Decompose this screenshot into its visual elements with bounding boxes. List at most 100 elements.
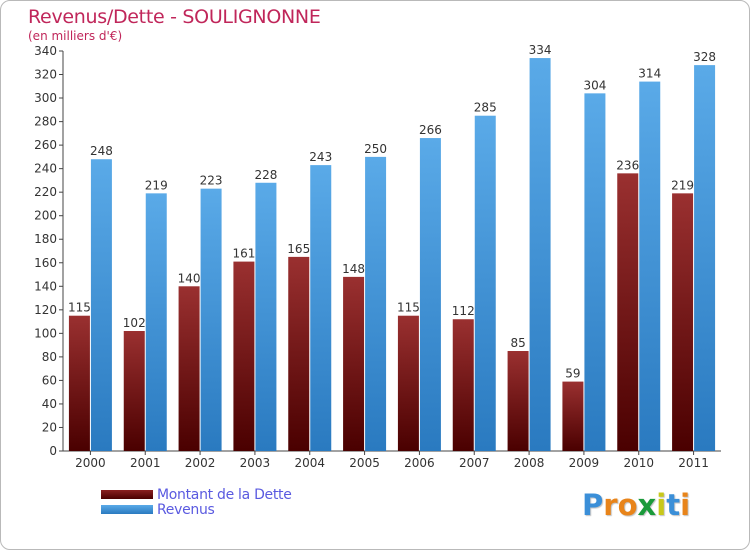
bar-revenus-label: 314 — [638, 67, 661, 81]
bar-dette — [233, 261, 255, 451]
proxiti-logo: Proxiti — [582, 488, 690, 522]
bar-revenus — [419, 138, 441, 451]
legend-swatch-debt — [101, 490, 153, 499]
y-tick-label: 280 — [34, 115, 57, 129]
bar-dette — [452, 319, 474, 451]
bar-dette — [343, 276, 365, 451]
legend-swatch-revenus — [101, 505, 153, 514]
y-tick-label: 160 — [34, 256, 57, 270]
bar-dette-label: 219 — [671, 178, 694, 192]
y-tick-label: 220 — [34, 185, 57, 199]
bar-dette — [123, 331, 145, 451]
bar-dette — [288, 256, 310, 451]
bar-revenus-label: 334 — [529, 43, 552, 57]
y-tick-label: 20 — [42, 420, 57, 434]
bar-revenus — [200, 188, 222, 451]
logo-letter: x — [637, 488, 657, 522]
bar-revenus — [310, 165, 332, 451]
y-tick-label: 340 — [34, 44, 57, 58]
bar-dette-label: 115 — [397, 301, 420, 315]
y-tick-label: 120 — [34, 303, 57, 317]
bar-revenus-label: 219 — [145, 178, 168, 192]
bar-dette — [68, 315, 90, 451]
bar-revenus — [365, 156, 387, 451]
chart-title: Revenus/Dette - SOULIGNONNE — [28, 6, 321, 28]
chart-subtitle: (en milliers d'€) — [28, 29, 123, 43]
x-tick-label: 2001 — [130, 456, 161, 470]
bar-revenus — [529, 58, 551, 451]
x-tick-label: 2005 — [349, 456, 380, 470]
x-tick-label: 2008 — [514, 456, 545, 470]
bars — [68, 58, 716, 452]
logo-letter: t — [666, 488, 681, 522]
bar-dette — [617, 173, 639, 451]
logo-letter: i — [680, 488, 691, 522]
bar-dette-label: 85 — [510, 336, 525, 350]
legend-label-debt: Montant de la Dette — [157, 486, 292, 503]
axes: 0 20 40 60 80 100 120 140 160 180 200 220 240 260 280 3… — [34, 44, 721, 470]
bar-dette — [507, 351, 529, 451]
bar-revenus-label: 250 — [364, 142, 387, 156]
bar-dette-label: 140 — [178, 271, 201, 285]
x-tick-label: 2010 — [623, 456, 654, 470]
logo-letter: r — [603, 488, 618, 522]
bar-revenus — [145, 193, 167, 451]
bar-revenus-label: 248 — [90, 144, 113, 158]
x-tick-label: 2007 — [459, 456, 490, 470]
x-tick-label: 2003 — [240, 456, 271, 470]
y-tick-label: 240 — [34, 162, 57, 176]
bar-revenus-label: 228 — [254, 168, 277, 182]
x-tick-label: 2004 — [294, 456, 325, 470]
legend: Montant de la Dette Revenus — [101, 486, 292, 518]
y-tick-label: 0 — [49, 444, 57, 458]
y-tick-label: 260 — [34, 138, 57, 152]
x-tick-label: 2006 — [404, 456, 435, 470]
x-tick-label: 2000 — [75, 456, 106, 470]
bar-dette-label: 115 — [68, 301, 91, 315]
bar-revenus-label: 223 — [200, 174, 223, 188]
logo-letter: o — [617, 488, 638, 522]
bar-dette-label: 59 — [565, 367, 580, 381]
bar-dette — [672, 193, 694, 451]
bar-revenus-label: 328 — [693, 50, 716, 64]
x-tick-label: 2002 — [185, 456, 216, 470]
y-tick-label: 320 — [34, 68, 57, 82]
bar-revenus-label: 243 — [309, 150, 332, 164]
y-tick-label: 60 — [42, 373, 57, 387]
bar-revenus-label: 285 — [474, 101, 497, 115]
bar-dette — [397, 315, 419, 451]
x-tick-label: 2009 — [569, 456, 600, 470]
bar-revenus — [474, 115, 496, 452]
y-tick-label: 40 — [42, 397, 57, 411]
bar-dette-label: 102 — [123, 316, 146, 330]
bar-dette — [178, 286, 200, 451]
bar-revenus — [255, 182, 277, 451]
y-tick-label: 140 — [34, 279, 57, 293]
y-tick-label: 180 — [34, 232, 57, 246]
legend-item-revenus: Revenus — [101, 501, 292, 518]
data-labels: 115 102 140 161 165 148 115 112 85 59 236 219 248 219… — [68, 43, 716, 381]
bar-dette-label: 236 — [616, 158, 639, 172]
bar-revenus — [584, 93, 606, 452]
legend-label-revenus: Revenus — [157, 501, 215, 518]
y-tick-label: 300 — [34, 91, 57, 105]
bar-revenus — [694, 65, 716, 451]
y-tick-label: 200 — [34, 209, 57, 223]
legend-item-debt: Montant de la Dette — [101, 486, 292, 503]
x-tick-label: 2011 — [678, 456, 709, 470]
bar-dette-label: 165 — [287, 242, 310, 256]
bar-dette-label: 112 — [452, 304, 475, 318]
logo-letter: i — [656, 488, 667, 522]
bar-revenus — [639, 81, 661, 452]
bar-dette-label: 161 — [232, 247, 255, 261]
y-tick-label: 100 — [34, 326, 57, 340]
bar-revenus-label: 266 — [419, 123, 442, 137]
y-tick-label: 80 — [42, 350, 57, 364]
bar-revenus-label: 304 — [583, 78, 606, 92]
bar-dette — [562, 381, 584, 451]
bar-revenus — [90, 159, 112, 451]
bar-dette-label: 148 — [342, 262, 365, 276]
logo-letter: P — [582, 488, 604, 522]
